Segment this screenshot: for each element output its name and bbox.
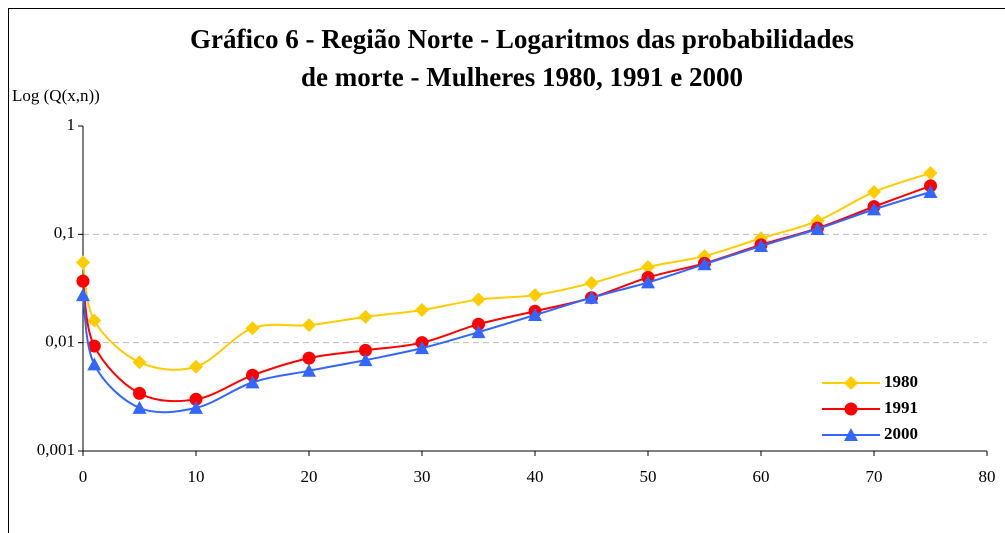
chart-title: de morte - Mulheres 1980, 1991 e 2000 [301, 62, 743, 92]
marker [923, 166, 938, 181]
marker [584, 276, 599, 291]
marker [867, 184, 881, 199]
marker [132, 355, 147, 370]
marker [132, 400, 147, 414]
x-tick-label: 40 [527, 467, 544, 486]
marker [697, 257, 712, 271]
marker [189, 400, 203, 414]
x-tick-label: 70 [866, 467, 883, 486]
marker [358, 353, 373, 367]
marker [359, 343, 372, 357]
marker [302, 318, 316, 333]
marker [923, 184, 938, 198]
chart-title: Gráfico 6 - Região Norte - Logaritmos da… [190, 24, 854, 54]
marker [76, 255, 90, 270]
legend-label: 2000 [884, 424, 918, 443]
x-tick-label: 50 [640, 467, 657, 486]
marker [810, 222, 825, 236]
marker [245, 321, 260, 336]
marker [245, 375, 260, 389]
marker [641, 275, 655, 289]
marker [472, 317, 485, 331]
marker [415, 341, 429, 355]
y-tick-label: 0,01 [45, 332, 75, 351]
frame [8, 8, 1005, 533]
x-tick-label: 80 [979, 467, 996, 486]
marker [302, 363, 316, 377]
marker [358, 309, 373, 324]
y-tick-label: 0,1 [54, 223, 75, 242]
marker [76, 274, 90, 288]
marker [471, 292, 486, 307]
marker [754, 239, 768, 253]
marker [87, 339, 101, 353]
marker [528, 308, 542, 322]
x-tick-label: 10 [188, 467, 205, 486]
marker [87, 357, 102, 371]
marker [76, 288, 90, 302]
legend-label: 1980 [884, 372, 918, 391]
marker [528, 288, 542, 303]
legend-marker [844, 402, 858, 416]
marker [471, 325, 486, 339]
marker [584, 290, 599, 304]
marker [867, 202, 881, 216]
legend-label: 1991 [884, 398, 918, 417]
marker [189, 392, 203, 406]
y-axis-label: Log (Q(x,n)) [12, 86, 100, 105]
legend-marker [844, 376, 858, 390]
y-tick-label: 1 [67, 115, 76, 134]
x-tick-label: 20 [301, 467, 318, 486]
marker [133, 386, 146, 400]
marker [87, 313, 102, 328]
marker [246, 368, 259, 382]
y-tick-label: 0,001 [37, 440, 75, 459]
marker [302, 351, 316, 365]
legend-marker [844, 428, 858, 441]
marker [641, 259, 655, 274]
marker [415, 303, 429, 318]
x-tick-label: 0 [79, 467, 88, 486]
x-tick-label: 30 [414, 467, 431, 486]
marker [189, 359, 203, 374]
x-tick-label: 60 [753, 467, 770, 486]
